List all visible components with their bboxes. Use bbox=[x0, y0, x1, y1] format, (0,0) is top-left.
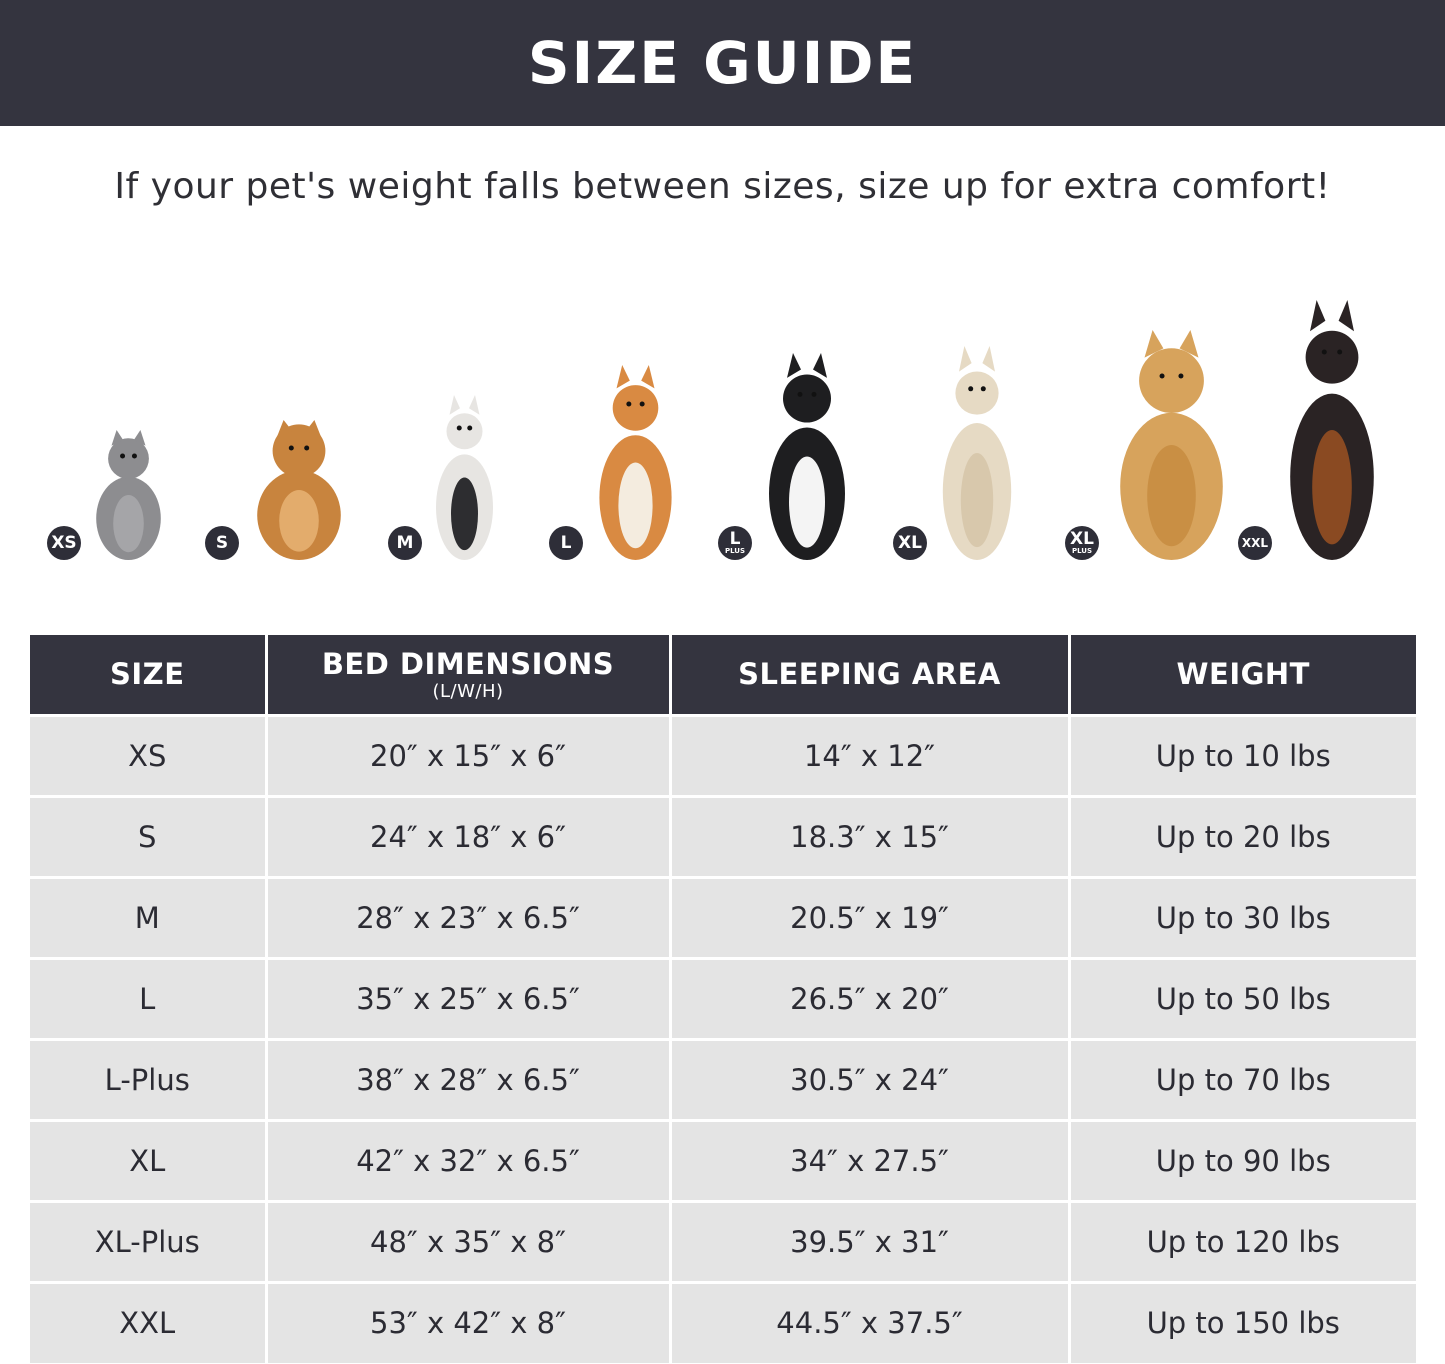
size-badge-xxl: XXL bbox=[1238, 526, 1272, 560]
cell-bed-dimensions: 48″ x 35″ x 8″ bbox=[264, 1199, 670, 1282]
cell-size: S bbox=[30, 794, 266, 877]
cell-size: XL-Plus bbox=[30, 1199, 266, 1282]
header-weight: WEIGHT bbox=[1067, 635, 1416, 715]
border-collie-image bbox=[769, 353, 845, 560]
size-badge-l-plus: L PLUS bbox=[718, 526, 752, 560]
cell-size: XXL bbox=[30, 1280, 266, 1363]
cell-sleeping-area: 26.5″ x 20″ bbox=[668, 956, 1069, 1039]
title-banner: SIZE GUIDE bbox=[0, 0, 1445, 126]
doberman-image bbox=[1290, 300, 1374, 560]
size-badge-s: S bbox=[205, 526, 239, 560]
badge-label: XL bbox=[898, 532, 922, 553]
cell-size: L-Plus bbox=[30, 1037, 266, 1120]
cell-weight: Up to 10 lbs bbox=[1067, 713, 1416, 796]
cell-size: L bbox=[30, 956, 266, 1039]
gray-cat-image bbox=[96, 430, 161, 560]
cell-bed-dimensions: 20″ x 15″ x 6″ bbox=[264, 713, 670, 796]
french-bulldog-image bbox=[436, 395, 493, 560]
cell-sleeping-area: 20.5″ x 19″ bbox=[668, 875, 1069, 958]
size-badge-xl-plus: XL PLUS bbox=[1065, 526, 1099, 560]
cell-size: M bbox=[30, 875, 266, 958]
labrador-image bbox=[942, 346, 1012, 560]
cell-bed-dimensions: 53″ x 42″ x 8″ bbox=[264, 1280, 670, 1363]
cell-bed-dimensions: 24″ x 18″ x 6″ bbox=[264, 794, 670, 877]
badge-label: M bbox=[396, 532, 414, 553]
badge-label: XXL bbox=[1241, 536, 1269, 550]
cell-weight: Up to 150 lbs bbox=[1067, 1280, 1416, 1363]
pet-lineup: XS S M L L PLUS XL XL PLUS XXL bbox=[0, 280, 1445, 580]
header-bed-dimensions: BED DIMENSIONS (L/W/H) bbox=[264, 635, 670, 715]
cell-weight: Up to 50 lbs bbox=[1067, 956, 1416, 1039]
size-badge-xl: XL bbox=[893, 526, 927, 560]
cell-sleeping-area: 34″ x 27.5″ bbox=[668, 1118, 1069, 1201]
badge-label: XS bbox=[51, 532, 77, 553]
cell-sleeping-area: 18.3″ x 15″ bbox=[668, 794, 1069, 877]
cell-size: XS bbox=[30, 713, 266, 796]
cell-weight: Up to 20 lbs bbox=[1067, 794, 1416, 877]
cell-bed-dimensions: 42″ x 32″ x 6.5″ bbox=[264, 1118, 670, 1201]
cell-weight: Up to 70 lbs bbox=[1067, 1037, 1416, 1120]
page-title: SIZE GUIDE bbox=[527, 29, 918, 97]
golden-retriever-image bbox=[1120, 330, 1223, 560]
shiba-inu-image bbox=[599, 365, 672, 560]
cell-bed-dimensions: 38″ x 28″ x 6.5″ bbox=[264, 1037, 670, 1120]
size-badge-l: L bbox=[549, 526, 583, 560]
cell-sleeping-area: 39.5″ x 31″ bbox=[668, 1199, 1069, 1282]
badge-sublabel: PLUS bbox=[1071, 547, 1093, 555]
table-row: XL-Plus 48″ x 35″ x 8″ 39.5″ x 31″ Up to 12… bbox=[30, 1199, 1416, 1282]
header-size: SIZE bbox=[30, 635, 266, 715]
badge-label: S bbox=[215, 532, 229, 553]
cell-weight: Up to 120 lbs bbox=[1067, 1199, 1416, 1282]
table-header-row: SIZE BED DIMENSIONS (L/W/H) SLEEPING AREA… bbox=[30, 635, 1416, 715]
size-badge-xs: XS bbox=[47, 526, 81, 560]
table-row: L-Plus 38″ x 28″ x 6.5″ 30.5″ x 24″ Up to 7… bbox=[30, 1037, 1416, 1120]
badge-label: XL bbox=[1070, 529, 1094, 549]
table-row: S 24″ x 18″ x 6″ 18.3″ x 15″ Up to 20 lbs bbox=[30, 794, 1416, 877]
cell-sleeping-area: 30.5″ x 24″ bbox=[668, 1037, 1069, 1120]
cell-weight: Up to 90 lbs bbox=[1067, 1118, 1416, 1201]
badge-label: L bbox=[729, 529, 741, 549]
size-badge-m: M bbox=[388, 526, 422, 560]
cell-bed-dimensions: 28″ x 23″ x 6.5″ bbox=[264, 875, 670, 958]
table-row: M 28″ x 23″ x 6.5″ 20.5″ x 19″ Up to 30 lbs bbox=[30, 875, 1416, 958]
cell-sleeping-area: 44.5″ x 37.5″ bbox=[668, 1280, 1069, 1363]
header-sleeping-area: SLEEPING AREA bbox=[668, 635, 1069, 715]
cell-size: XL bbox=[30, 1118, 266, 1201]
cell-weight: Up to 30 lbs bbox=[1067, 875, 1416, 958]
cell-sleeping-area: 14″ x 12″ bbox=[668, 713, 1069, 796]
table-row: XL 42″ x 32″ x 6.5″ 34″ x 27.5″ Up to 90 lb… bbox=[30, 1118, 1416, 1201]
table-row: XXL 53″ x 42″ x 8″ 44.5″ x 37.5″ Up to 150 … bbox=[30, 1280, 1416, 1363]
subtitle: If your pet's weight falls between sizes… bbox=[114, 166, 1331, 207]
badge-sublabel: PLUS bbox=[724, 547, 746, 555]
pomeranian-image bbox=[257, 420, 341, 560]
cell-bed-dimensions: 35″ x 25″ x 6.5″ bbox=[264, 956, 670, 1039]
table-row: XS 20″ x 15″ x 6″ 14″ x 12″ Up to 10 lbs bbox=[30, 713, 1416, 796]
size-table: SIZE BED DIMENSIONS (L/W/H) SLEEPING AREA… bbox=[30, 635, 1416, 1363]
table-row: L 35″ x 25″ x 6.5″ 26.5″ x 20″ Up to 50 lbs bbox=[30, 956, 1416, 1039]
badge-label: L bbox=[560, 532, 572, 553]
